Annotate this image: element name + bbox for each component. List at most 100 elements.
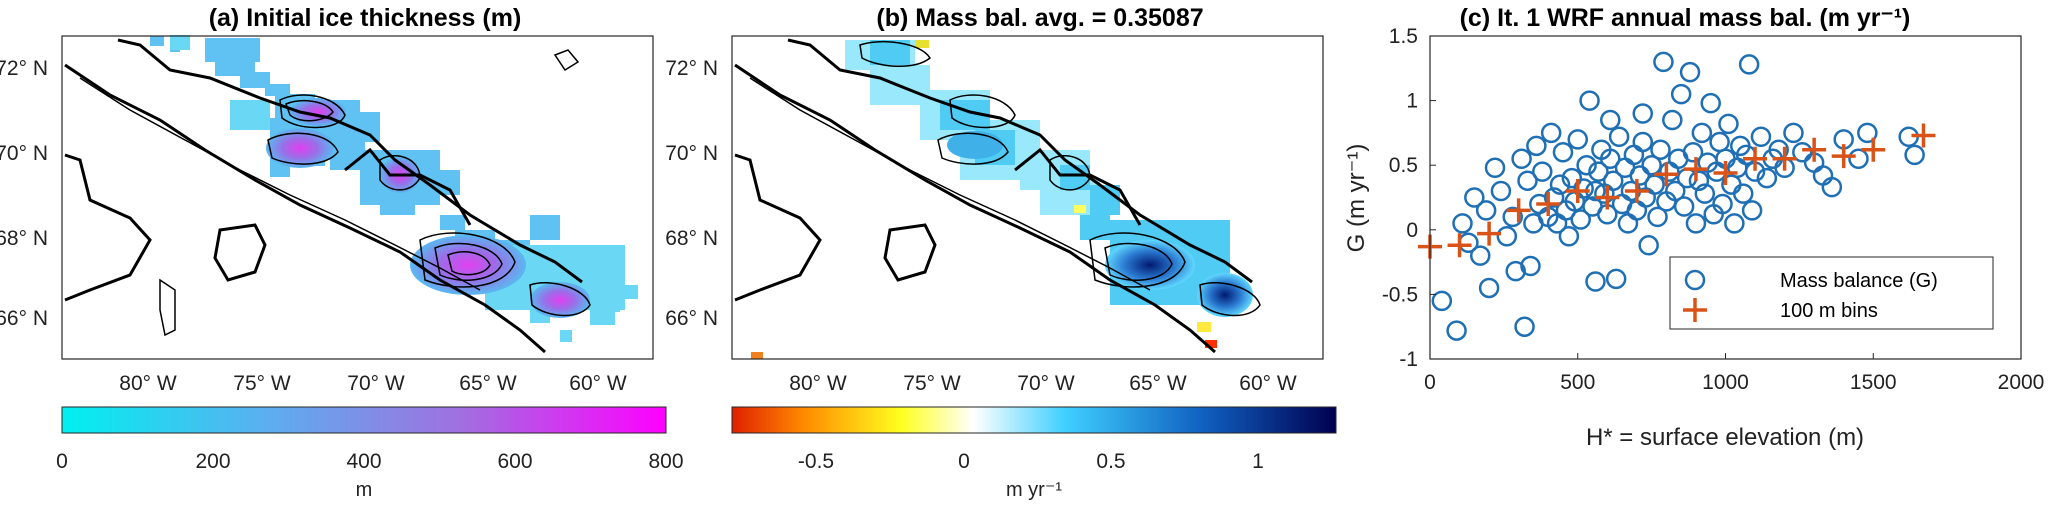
mass-balance-point [1576, 154, 1597, 176]
panel-a-colorbar: 0 200 400 600 800 m [56, 406, 684, 501]
mass-balance-point [1511, 148, 1532, 169]
mb-core-west [947, 131, 1003, 159]
panel-b-mass-field [751, 40, 1253, 359]
mass-balance-point [1484, 157, 1506, 179]
mass-balance-point [1904, 144, 1925, 166]
y-tick-label: 0 [1406, 219, 1418, 242]
panel-b-orange-cell [751, 352, 763, 359]
lat-tick-70: 70° N [0, 142, 48, 165]
mass-balance-point [1724, 213, 1745, 234]
mass-balance-point [1617, 213, 1639, 234]
legend-label-bins: 100 m bins [1780, 300, 1878, 322]
colorbar-b [731, 406, 1337, 434]
mass-balance-point [1741, 200, 1763, 221]
legend-plus-marker [1683, 298, 1707, 322]
mass-balance-point [1688, 170, 1710, 191]
lat-tick-68: 68° N [0, 227, 48, 250]
y-tick-label: -1 [1399, 348, 1418, 371]
lon-tick-70: 70° W [347, 372, 405, 395]
mass-balance-point [1659, 161, 1680, 182]
panel-b-lon-ticks: 80° W 75° W 70° W 65° W 60° W [789, 372, 1297, 395]
bin-point [1654, 162, 1679, 187]
colorbar-a-tick-200: 200 [195, 450, 230, 473]
mass-balance-point [1685, 213, 1707, 234]
mass-balance-point [1570, 209, 1591, 230]
mass-balance-point [1452, 213, 1473, 234]
bin-point [1565, 179, 1590, 204]
mass-balance-point [1792, 142, 1813, 163]
colorbar-b-tick-1: 1 [1252, 450, 1264, 473]
mass-balance-point [1585, 271, 1606, 292]
colorbar-b-unit: m yr⁻¹ [1006, 479, 1062, 501]
mass-balance-point [1641, 154, 1662, 176]
mass-balance-point [1520, 255, 1541, 277]
b-lat-tick-72: 72° N [665, 57, 718, 80]
mass-balance-point [1431, 290, 1453, 312]
mass-balance-point [1558, 226, 1580, 247]
colorbar-b-tick-neg05: -0.5 [798, 450, 834, 473]
mass-balance-point [1700, 92, 1721, 114]
y-tick-label: 1.5 [1389, 25, 1418, 48]
panel-a-lat-ticks: 72° N 70° N 68° N 66° N [0, 57, 48, 330]
mass-balance-point [1567, 129, 1588, 150]
mass-balance-point [1502, 206, 1523, 228]
y-tick-label: 0.5 [1389, 154, 1418, 177]
y-tick-label: -0.5 [1382, 283, 1418, 306]
mass-balance-point [1679, 61, 1701, 83]
mass-balance-point [1496, 226, 1518, 247]
mass-balance-point [1478, 277, 1500, 299]
mass-balance-point [1732, 183, 1754, 204]
panel-a: (a) Initial ice thickness (m) [0, 4, 684, 501]
y-tick-label: 1 [1406, 90, 1418, 113]
mass-balance-point [1600, 109, 1621, 131]
mass-balance-point [1738, 54, 1760, 75]
mass-balance-point [1602, 170, 1624, 191]
x-tick-label: 0 [1424, 371, 1436, 394]
panel-a-axes-frame [61, 35, 654, 360]
colorbar-b-tick-05: 0.5 [1096, 450, 1125, 473]
lat-tick-72: 72° N [0, 57, 48, 80]
mass-balance-point [1848, 148, 1869, 169]
colorbar-a-tick-600: 600 [497, 450, 532, 473]
mass-balance-point [1718, 113, 1739, 135]
b-lat-tick-68: 68° N [665, 227, 718, 250]
panel-b-yellow-cell-2 [1197, 322, 1211, 332]
b-lon-tick-75: 75° W [903, 372, 961, 395]
panel-b-colorbar: -0.5 0 0.5 1 m yr⁻¹ [731, 406, 1337, 501]
mass-balance-point [1673, 196, 1695, 217]
panel-b-yellow-cell [1074, 205, 1086, 213]
mass-balance-point [1626, 200, 1648, 221]
colorbar-a-unit: m [356, 479, 373, 501]
panel-c: (c) It. 1 WRF annual mass bal. (m yr⁻¹) … [1343, 4, 2044, 451]
mass-balance-point [1573, 178, 1594, 199]
panel-c-xlabel: H* = surface elevation (m) [1586, 424, 1864, 451]
mass-balance-point [1647, 206, 1668, 228]
x-tick-label: 1000 [1702, 371, 1749, 394]
panel-b-lat-ticks: 72° N 70° N 68° N 66° N [665, 57, 718, 330]
mass-balance-point [1691, 122, 1713, 144]
panel-b-title: (b) Mass bal. avg. = 0.35087 [876, 4, 1203, 32]
mass-balance-point [1653, 51, 1674, 73]
mass-balance-point [1505, 260, 1526, 282]
mass-balance-point [1756, 167, 1778, 189]
ice-core-west [266, 128, 334, 168]
legend-circle-marker [1684, 269, 1706, 291]
lon-tick-75: 75° W [233, 372, 291, 395]
lon-tick-60: 60° W [569, 372, 627, 395]
mass-balance-point [1709, 131, 1730, 153]
colorbar-a-tick-0: 0 [56, 450, 68, 473]
b-lon-tick-80: 80° W [789, 372, 847, 395]
mass-balance-point [1632, 103, 1654, 124]
mass-balance-point [1632, 131, 1654, 153]
panel-c-title: (c) It. 1 WRF annual mass bal. (m yr⁻¹) [1460, 4, 1911, 32]
mass-balance-point [1600, 148, 1621, 169]
mass-balance-point [1469, 245, 1491, 266]
mass-balance-point [1549, 174, 1571, 195]
mass-balance-point [1857, 122, 1878, 144]
b-lon-tick-65: 65° W [1129, 372, 1187, 395]
mass-balance-point [1650, 139, 1671, 160]
panel-b-axes-frame [731, 35, 1324, 360]
mass-balance-point [1490, 180, 1512, 202]
mass-balance-point [1821, 176, 1843, 198]
legend-box [1669, 256, 1994, 330]
